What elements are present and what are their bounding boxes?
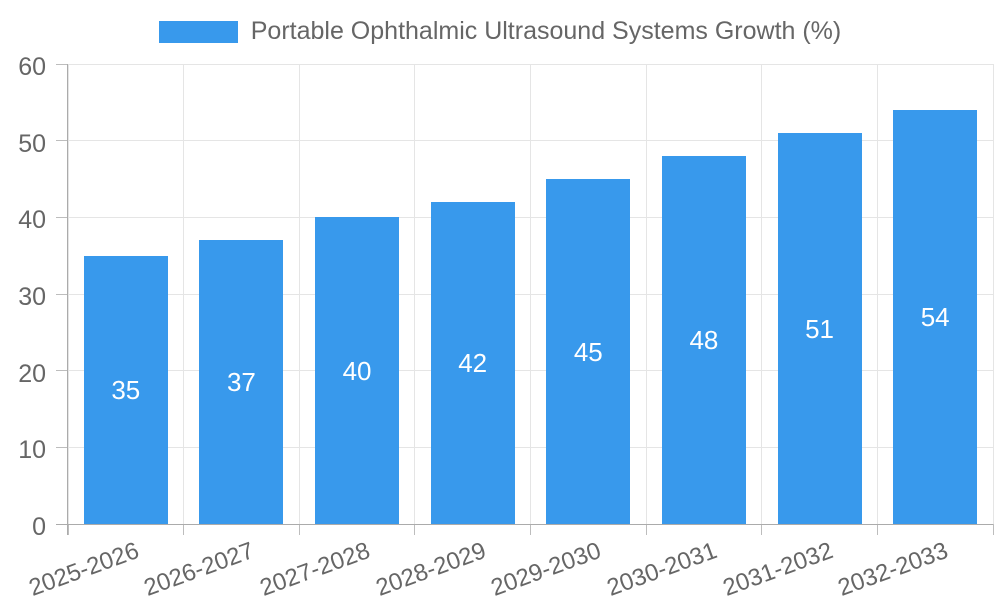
bar-value-label: 40 (342, 355, 372, 386)
bar[interactable] (661, 156, 746, 524)
y-axis-line (67, 64, 68, 535)
v-gridline (183, 64, 185, 524)
bar-value-label: 54 (920, 302, 950, 332)
y-tick-mark (56, 446, 68, 448)
x-tick-mark (414, 524, 416, 535)
bar-value-label: 42 (458, 348, 488, 378)
legend-label[interactable]: Portable Ophthalmic Ultrasound Systems G… (250, 17, 842, 45)
bar[interactable] (546, 179, 631, 524)
y-tick-label: 50 (18, 129, 46, 158)
y-tick-label: 0 (32, 513, 46, 541)
bar[interactable] (777, 133, 862, 524)
bar-value-label: 45 (573, 336, 603, 367)
bar-value-label: 35 (111, 374, 141, 405)
x-tick-mark (992, 524, 994, 535)
bar[interactable] (315, 217, 400, 524)
x-tick-mark (67, 524, 69, 535)
bar[interactable] (199, 240, 284, 524)
x-tick-mark (645, 524, 647, 535)
v-gridline (414, 64, 416, 524)
v-gridline (530, 64, 531, 524)
legend-swatch-icon[interactable] (158, 20, 238, 43)
bar-value-label: 37 (226, 367, 256, 398)
y-tick-mark (56, 63, 68, 65)
bar-value-label: 51 (805, 313, 835, 344)
v-gridline (298, 64, 300, 524)
v-gridline (67, 64, 69, 524)
v-gridline (992, 64, 994, 524)
y-tick-mark (56, 293, 68, 295)
x-tick-mark (530, 524, 531, 535)
bar[interactable] (83, 255, 168, 524)
x-tick-mark (876, 524, 878, 535)
y-tick-mark (56, 370, 68, 372)
legend[interactable]: Portable Ophthalmic Ultrasound Systems G… (0, 17, 1000, 46)
y-tick-mark (56, 216, 68, 218)
y-tick-label: 20 (18, 359, 46, 388)
v-gridline (645, 64, 647, 524)
y-tick-mark (56, 140, 68, 142)
v-gridline (761, 64, 763, 524)
y-tick-label: 60 (18, 53, 46, 81)
y-tick-label: 40 (18, 206, 46, 235)
y-tick-label: 30 (18, 283, 46, 311)
x-tick-mark (183, 524, 185, 535)
x-tick-mark (761, 524, 763, 535)
x-axis-line (56, 523, 993, 525)
bar[interactable] (893, 110, 978, 524)
v-gridline (876, 64, 878, 524)
bar-value-label: 48 (689, 325, 719, 355)
y-tick-label: 10 (18, 436, 46, 465)
x-tick-mark (298, 524, 300, 535)
bar[interactable] (430, 202, 515, 524)
